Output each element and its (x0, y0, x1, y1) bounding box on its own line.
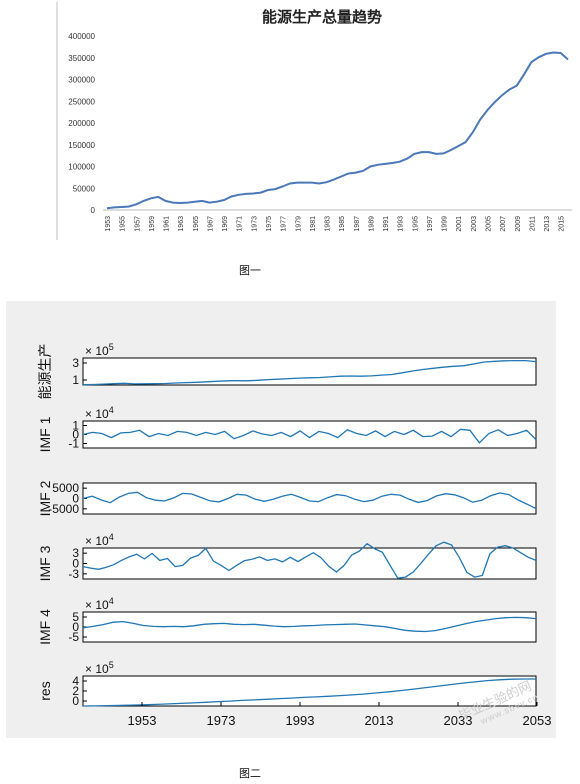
subplot-ylabel: IMF 3 (37, 545, 53, 581)
y-tick-label: 2 (72, 684, 79, 698)
subplot-axes (82, 357, 537, 386)
x-tick-label: 1997 (427, 216, 434, 232)
x-tick-label: 2053 (523, 713, 552, 728)
subplot-ylabel: IMF 1 (37, 416, 53, 452)
y-tick-label: 100000 (68, 163, 95, 172)
y-tick-label: -5 (68, 630, 79, 644)
x-tick-label: 1965 (193, 216, 200, 232)
x-tick-label: 1955 (120, 216, 127, 232)
subplot-axes (82, 611, 537, 643)
subplot-exponent-label: × 104 (85, 405, 114, 421)
y-tick-label: 150000 (68, 141, 95, 150)
subplot-series-line (82, 491, 537, 510)
subplot-exponent-label: × 105 (85, 660, 114, 676)
subplot-ylabel: IMF 2 (37, 480, 53, 516)
x-tick-label: 1999 (442, 216, 449, 232)
x-tick-label: 1973 (207, 713, 236, 728)
x-tick-label: 1983 (325, 216, 332, 232)
y-tick-label: 5 (72, 610, 79, 624)
x-tick-label: 2007 (500, 216, 507, 232)
x-tick-label: 1987 (354, 216, 361, 232)
x-tick-label: 1985 (339, 216, 346, 232)
x-tick-label: 1967 (207, 216, 214, 232)
series-line (106, 51, 569, 210)
subplot-axes (82, 675, 537, 707)
subplot-series-line (82, 428, 537, 444)
x-tick-label: 2033 (444, 713, 473, 728)
x-tick-label: 1953 (105, 216, 112, 232)
x-tick-label: 2001 (456, 216, 463, 232)
x-tick-label: 2013 (544, 216, 551, 232)
y-tick-label: -1 (68, 437, 79, 451)
x-tick-label: 2013 (365, 713, 394, 728)
subplot-ylabel: 能源生产 (37, 344, 53, 400)
chart-title: 能源生产总量趋势 (262, 8, 382, 26)
x-tick-label: 1975 (266, 216, 273, 232)
subplot-exponent-label: × 104 (85, 596, 114, 612)
y-tick-label: 0 (72, 428, 79, 442)
y-tick-label: 300000 (68, 76, 95, 85)
x-tick-label: 1981 (310, 216, 317, 232)
x-tick-label: 1989 (368, 216, 375, 232)
subplot-exponent-label: × 105 (85, 342, 114, 358)
x-tick-label: 1991 (383, 216, 390, 232)
x-tick-label: 1969 (222, 216, 229, 232)
x-tick-label: 2003 (471, 216, 478, 232)
subplot-ylabel: IMF 4 (37, 609, 53, 645)
y-tick-label: 350000 (68, 54, 95, 63)
y-tick-label: 250000 (68, 97, 95, 106)
x-tick-label: 1979 (295, 216, 302, 232)
y-tick-label: 1 (72, 419, 79, 433)
x-tick-label: 2011 (529, 216, 536, 231)
x-tick-label: 1959 (149, 216, 156, 232)
x-tick-label: 1963 (178, 216, 185, 232)
subplot-series-line (82, 359, 537, 386)
y-tick-label: 400000 (68, 32, 95, 41)
subplot-axes (82, 547, 537, 580)
subplot-ylabel: res (37, 681, 53, 700)
y-tick-label: 1 (72, 373, 79, 387)
x-tick-label: 1961 (164, 216, 171, 232)
y-tick-label: 0 (72, 557, 79, 571)
x-tick-label: 2009 (515, 216, 522, 232)
subplot-axes (82, 482, 537, 515)
subplot-axes (82, 420, 537, 449)
energy-production-chart: 能源生产总量趋势 400000 350000 300000 250000 200000 15… (56, 2, 572, 240)
y-tick-label: 5000 (52, 481, 79, 495)
x-tick-label: 1993 (286, 713, 315, 728)
figure-1-caption: 图一 (239, 265, 261, 277)
x-tick-label: 2005 (486, 216, 493, 232)
y-tick-label: 50000 (73, 184, 96, 193)
subplot-series-line (82, 678, 536, 707)
figure-2-caption: 图二 (239, 768, 261, 780)
y-tick-label: 0 (72, 620, 79, 634)
y-tick-label: 0 (72, 492, 79, 506)
subplot-series-line (82, 616, 537, 633)
x-tick-label: 1993 (398, 216, 405, 232)
x-tick-label: 1973 (251, 216, 258, 232)
x-tick-label: 1971 (237, 216, 244, 232)
y-tick-label: 0 (72, 694, 79, 708)
x-tick-label: 1977 (281, 216, 288, 232)
y-tick-label: 3 (72, 356, 79, 370)
y-tick-label: 3 (72, 546, 79, 560)
subplot-series-line (82, 541, 537, 579)
y-tick-label: -3 (68, 567, 79, 581)
y-tick-label: 4 (72, 674, 79, 688)
x-tick-label: 1995 (412, 216, 419, 232)
subplot-exponent-label: × 104 (85, 532, 114, 548)
x-tick-label: 1953 (128, 713, 157, 728)
emd-decomposition-figure: × 105 3 1 能源生产 × 104 1 0 -1 IMF 1 5000 0 -5000 IMF 2… (6, 301, 556, 738)
x-tick-label: 1957 (134, 216, 141, 232)
y-tick-label: 200000 (68, 119, 95, 128)
x-tick-label: 2015 (559, 216, 566, 232)
y-tick-label: -5000 (48, 502, 79, 516)
y-tick-label: 0 (91, 206, 96, 215)
